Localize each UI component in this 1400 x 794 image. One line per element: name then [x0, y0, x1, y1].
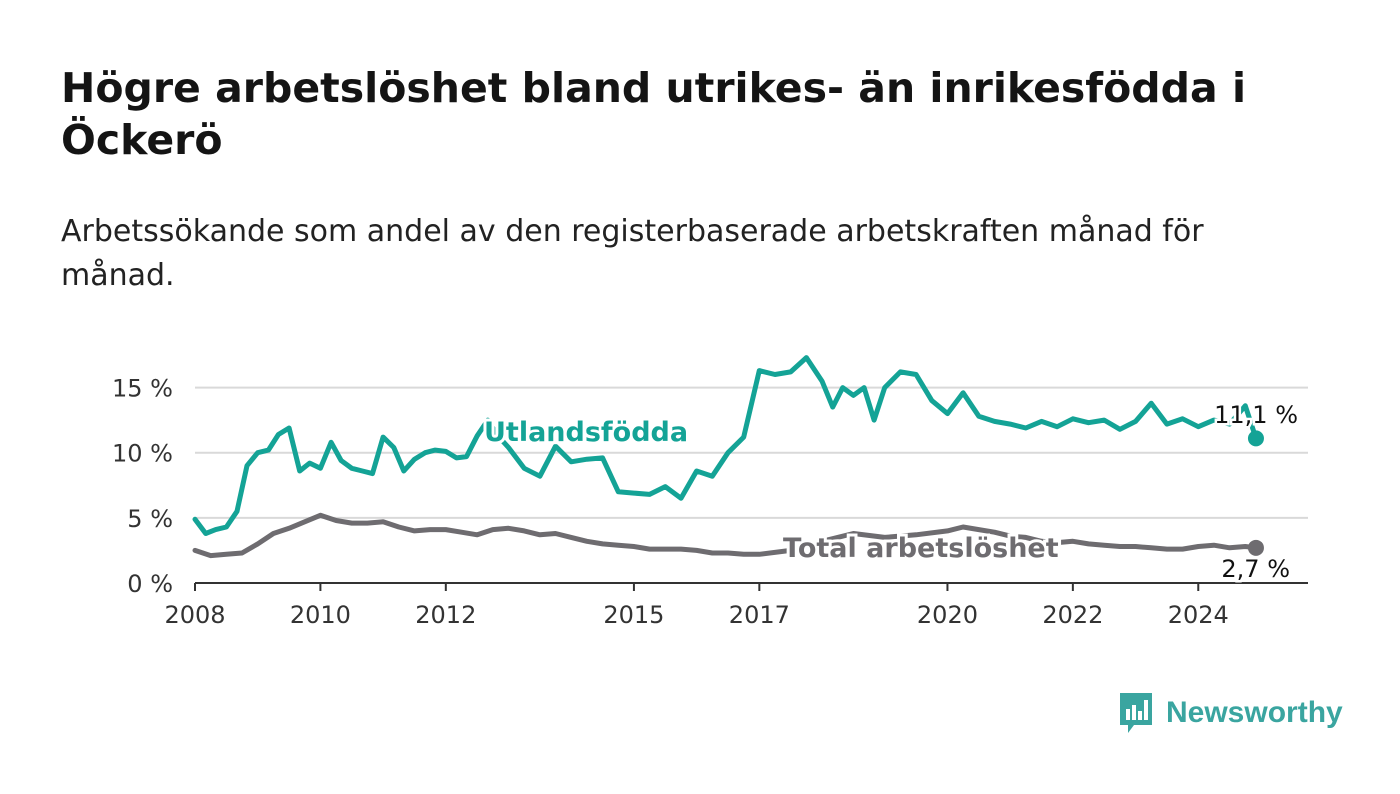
brand-name: Newsworthy	[1166, 696, 1343, 729]
y-tick-label: 10 %	[112, 440, 173, 468]
x-tick-label: 2022	[1042, 601, 1103, 629]
series-labels: Utlandsfödda 11,1 % Total arbetslöshet 2,7 …	[481, 399, 1301, 586]
chart-title: Högre arbetslöshet bland utrikes- än inr…	[61, 64, 1246, 164]
x-tick-label: 2017	[729, 601, 790, 629]
series-end-value-label: 2,7 %	[1221, 555, 1290, 583]
y-tick-label: 0 %	[127, 570, 173, 598]
y-axis-tick-labels: 0 % 5 % 10 % 15 %	[112, 375, 173, 598]
series-end-value-label: 11,1 %	[1214, 401, 1298, 429]
series-end-point-0	[1247, 430, 1264, 447]
chart-subtitle: Arbetssökande som andel av den registerb…	[61, 214, 1204, 293]
series-lines	[192, 355, 1264, 559]
x-tick-label: 2012	[415, 601, 476, 629]
x-tick-label: 2024	[1168, 601, 1229, 629]
newsworthy-logo: Newsworthy	[1118, 690, 1343, 736]
y-tick-label: 5 %	[127, 505, 173, 533]
x-tick-label: 2008	[164, 601, 225, 629]
x-axis-tick-labels: 2008 2010 2012 2015 2017 2020 2022 2024	[164, 583, 1229, 629]
y-tick-label: 15 %	[112, 375, 173, 403]
bar-chart-speech-bubble-icon	[1120, 693, 1152, 733]
series-name-label: Total arbetslöshet	[783, 533, 1059, 564]
x-tick-label: 2020	[917, 601, 978, 629]
series-end-point-1	[1247, 539, 1264, 556]
series-line-0	[192, 355, 1259, 536]
x-tick-label: 2015	[603, 601, 664, 629]
x-tick-label: 2010	[290, 601, 351, 629]
series-line-1	[192, 512, 1259, 559]
line-chart: 0 %5 %10 %15 % 2008 2010 2012 2015 2017 2020 2…	[112, 355, 1308, 629]
series-name-label: Utlandsfödda	[484, 417, 688, 448]
